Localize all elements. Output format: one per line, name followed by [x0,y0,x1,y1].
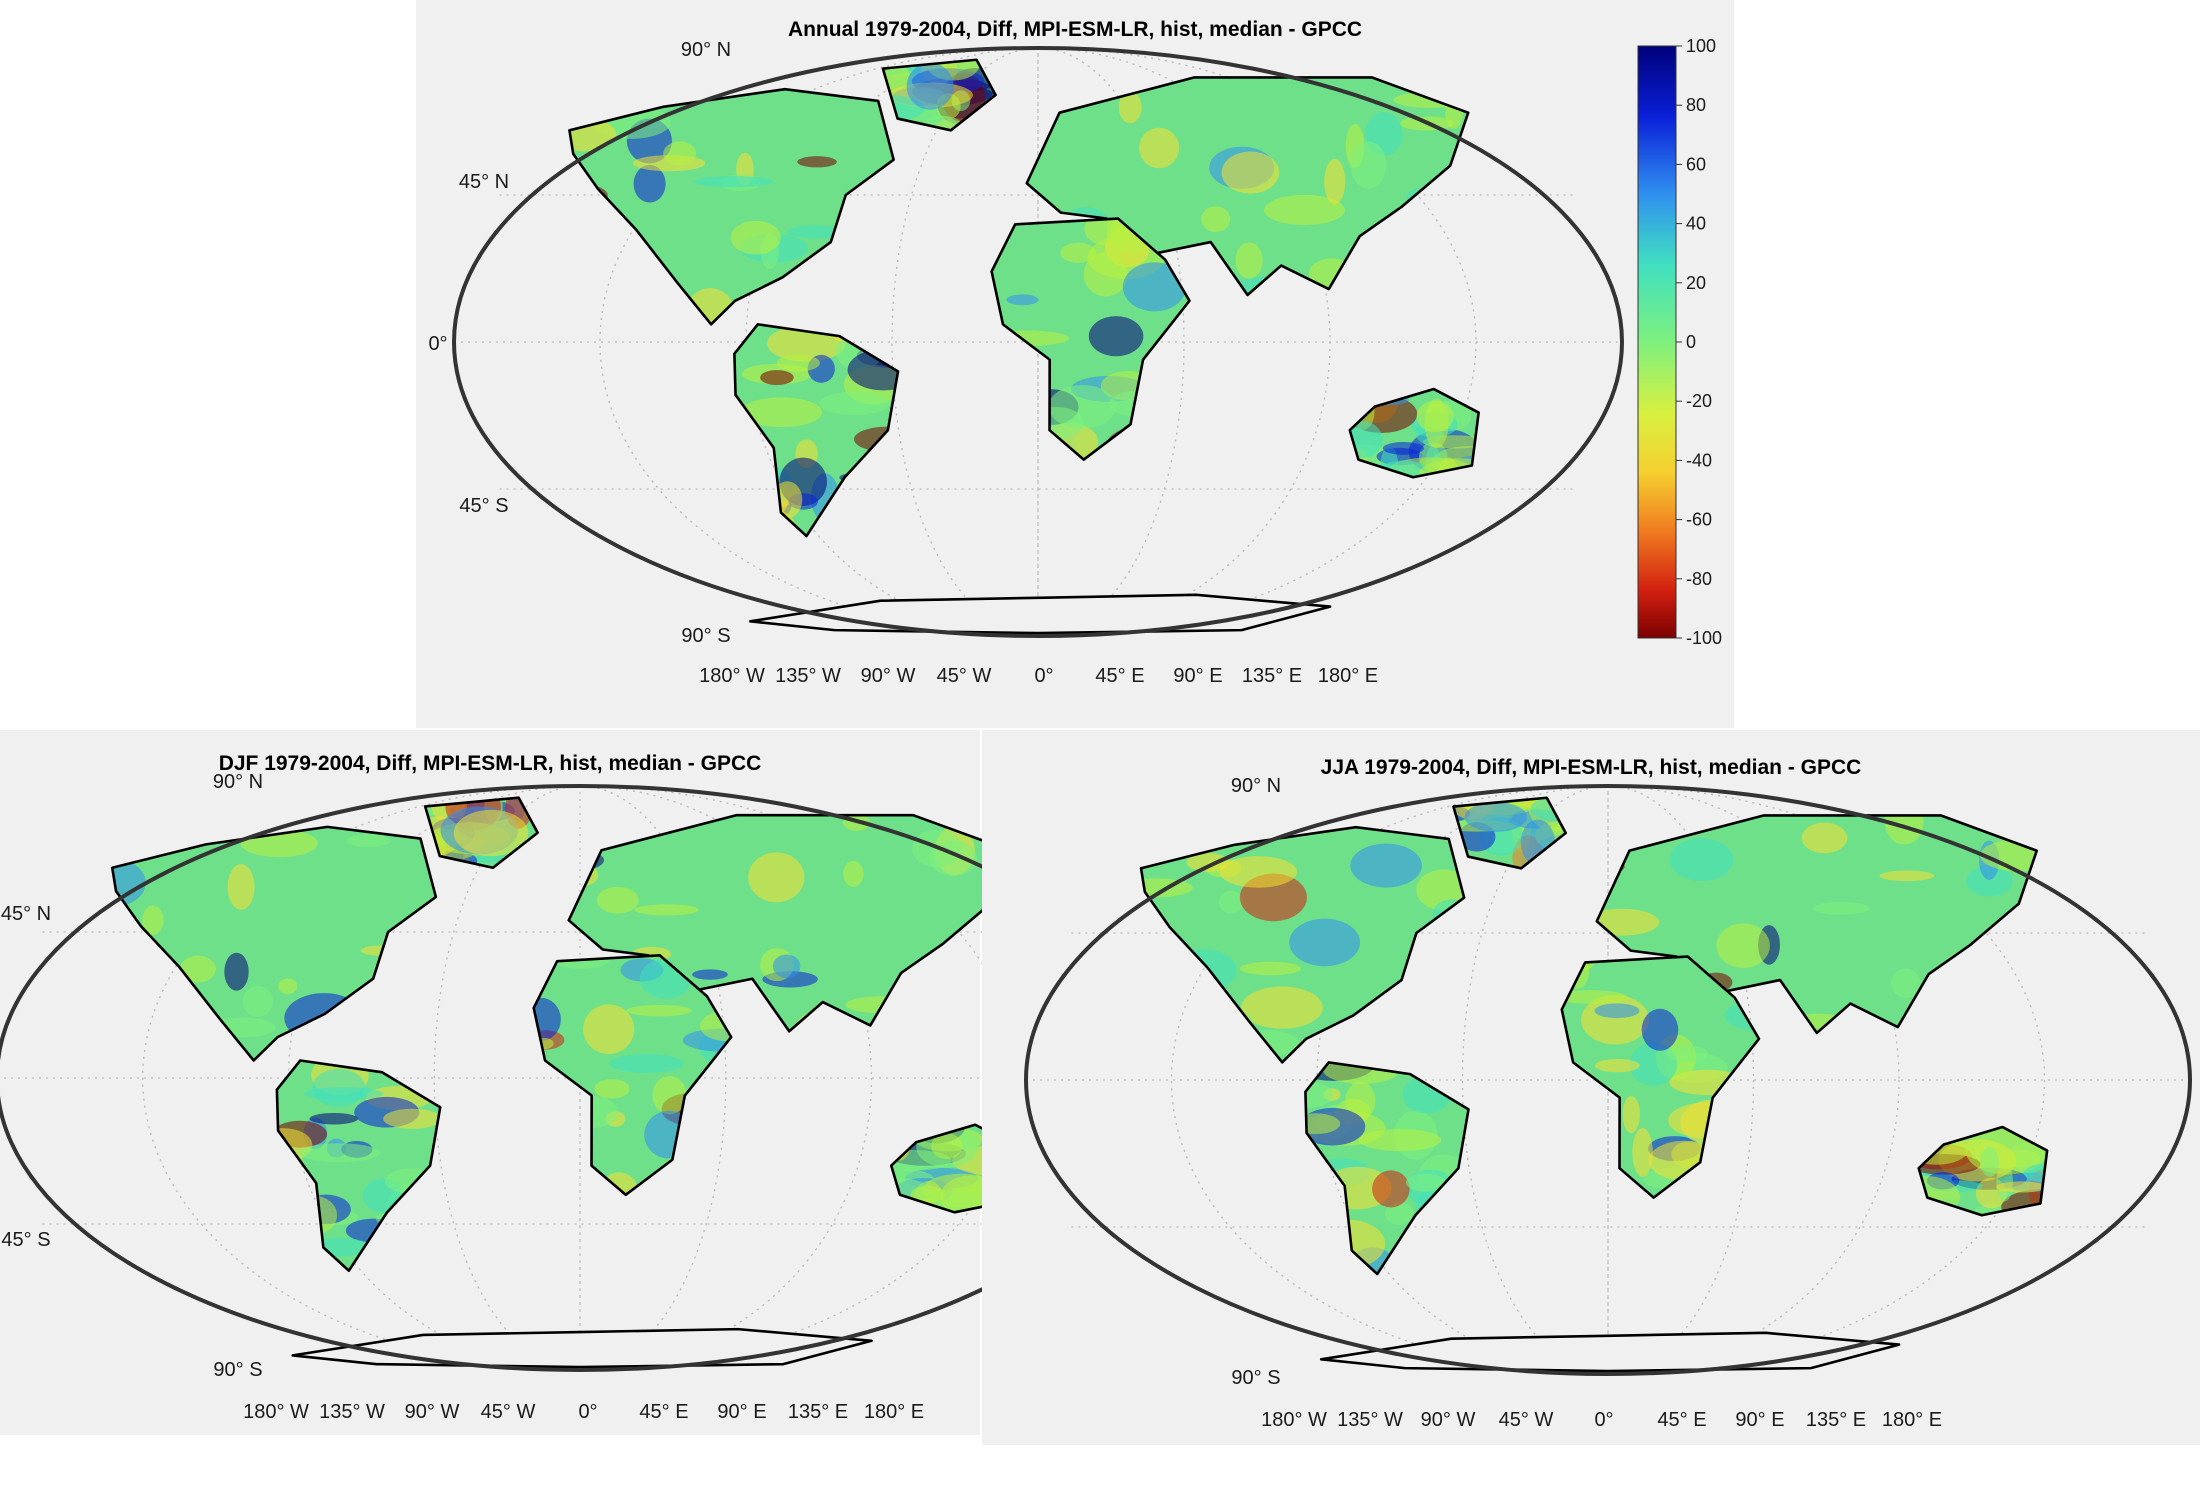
annual-map-body [452,46,1624,638]
annual-map: 90° N 45° N 0° 45° S 90° S 180° W 135° W… [428,36,1722,687]
lon-label-135w: 135° W [319,1401,385,1423]
jja-map-body [1024,784,2192,1376]
lon-label-180e: 180° E [864,1401,924,1423]
lon-label-0: 0° [1594,1409,1613,1431]
jja-map-panel: JJA 1979-2004, Diff, MPI-ESM-LR, hist, m… [982,730,2200,1445]
continent-antarctica [750,594,1331,634]
jja-lon-labels: 180° W 135° W 90° W 45° W 0° 45° E 90° E… [1261,1409,1942,1431]
djf-map-title: DJF 1979-2004, Diff, MPI-ESM-LR, hist, m… [218,752,762,775]
jja-map: 90° N 90° S 180° W 135° W 90° W 45° W 0°… [1024,775,2192,1431]
colorbar-tick-label: 20 [1686,273,1706,293]
lon-label-135e: 135° E [788,1401,848,1423]
lat-label-90s: 90° S [213,1359,262,1381]
lon-label-135w: 135° W [1337,1409,1403,1431]
colorbar: 100 80 60 40 20 0 -20 -40 -60 -80 -100 [1637,36,1722,648]
lon-label-45w: 45° W [1499,1409,1554,1431]
lat-label-90n: 90° N [213,771,263,793]
continent-antarctica [1321,1332,1900,1372]
djf-map-panel: DJF 1979-2004, Diff, MPI-ESM-LR, hist, m… [0,730,1165,1435]
annual-map-panel: Annual 1979-2004, Diff, MPI-ESM-LR, hist… [416,0,1734,728]
lon-label-90w: 90° W [1421,1409,1476,1431]
lat-label-45n: 45° N [1,903,51,925]
colorbar-tick-label: 100 [1686,36,1716,56]
continent-australia [1918,1127,2048,1216]
colorbar-scale [1637,45,1677,639]
lon-label-180w: 180° W [1261,1409,1327,1431]
lat-label-90s: 90° S [1231,1367,1280,1389]
djf-lon-labels: 180° W 135° W 90° W 45° W 0° 45° E 90° E… [243,1401,924,1423]
continent-australia [1349,389,1479,478]
lon-label-90w: 90° W [405,1401,460,1423]
lon-label-180e: 180° E [1882,1409,1942,1431]
colorbar-tick-label: 0 [1686,332,1696,352]
colorbar-tick-label: 40 [1686,214,1706,234]
annual-lon-labels: 180° W 135° W 90° W 45° W 0° 45° E 90° E… [699,665,1378,687]
lat-label-45s: 45° S [1,1229,50,1251]
lon-label-90w: 90° W [861,665,916,687]
djf-map: 90° N 45° N 45° S 90° S 180° W 135° W 90… [0,771,1165,1423]
jja-lat-labels: 90° N 90° S [1231,775,1281,1389]
continent-antarctica [292,1329,872,1368]
lon-label-180w: 180° W [243,1401,309,1423]
lon-label-0: 0° [578,1401,597,1423]
continent-namerica [1141,827,1465,1063]
lat-label-0: 0° [428,333,447,355]
colorbar-tick-label: -20 [1686,391,1712,411]
lat-label-90s: 90° S [681,625,730,647]
lon-label-180w: 180° W [699,665,765,687]
lat-label-45n: 45° N [459,171,509,193]
lon-label-135e: 135° E [1242,665,1302,687]
continent-namerica [112,826,436,1061]
lat-label-45s: 45° S [459,495,508,517]
colorbar-tick-label: -100 [1686,628,1722,648]
lon-label-180e: 180° E [1318,665,1378,687]
colorbar-tick-label: -60 [1686,510,1712,530]
lat-label-90n: 90° N [1231,775,1281,797]
lon-label-45e: 45° E [639,1401,688,1423]
colorbar-tick-label: -80 [1686,569,1712,589]
lon-label-90e: 90° E [1735,1409,1784,1431]
annual-map-title: Annual 1979-2004, Diff, MPI-ESM-LR, hist… [787,18,1363,41]
djf-lat-labels: 90° N 45° N 45° S 90° S [1,771,263,1381]
lon-label-0: 0° [1034,665,1053,687]
lon-label-90e: 90° E [1173,665,1222,687]
lon-label-135w: 135° W [775,665,841,687]
lon-label-45w: 45° W [937,665,992,687]
colorbar-tick-label: -40 [1686,450,1712,470]
annual-lat-labels: 90° N 45° N 0° 45° S 90° S [428,39,731,647]
lon-label-90e: 90° E [717,1401,766,1423]
lon-label-135e: 135° E [1806,1409,1866,1431]
colorbar-tick-label: 60 [1686,154,1706,174]
lon-label-45e: 45° E [1095,665,1144,687]
lat-label-90n: 90° N [681,39,731,61]
lon-label-45w: 45° W [481,1401,536,1423]
jja-map-title: JJA 1979-2004, Diff, MPI-ESM-LR, hist, m… [1320,756,1862,779]
colorbar-tick-label: 80 [1686,95,1706,115]
continent-samerica [276,1060,441,1271]
lon-label-45e: 45° E [1657,1409,1706,1431]
